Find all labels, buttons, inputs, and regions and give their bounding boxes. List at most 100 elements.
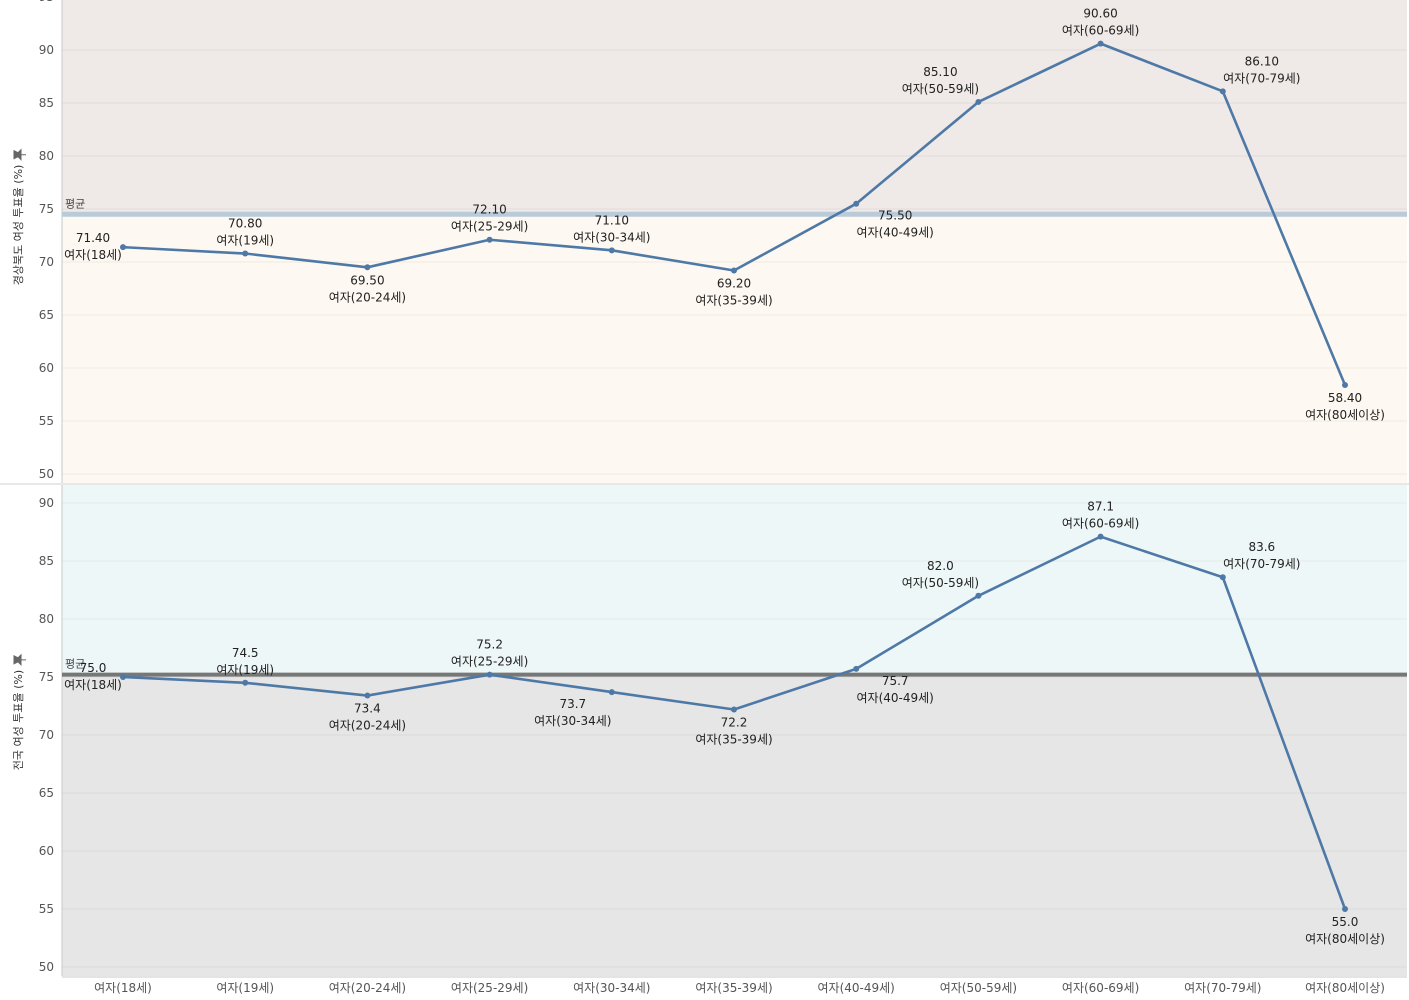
data-point	[486, 236, 493, 243]
y-tick-label: 85	[39, 554, 54, 568]
data-label-category: 여자(40-49세)	[857, 226, 934, 240]
y-tick-label: 70	[39, 255, 54, 269]
x-tick-label: 여자(20-24세)	[329, 981, 406, 995]
data-point	[608, 689, 615, 696]
x-tick-label: 여자(19세)	[216, 981, 274, 995]
data-point	[853, 665, 860, 672]
pin-icon	[13, 148, 26, 161]
data-label-category: 여자(40-49세)	[857, 691, 934, 705]
y-tick-label: 80	[39, 149, 54, 163]
data-label-category: 여자(25-29세)	[451, 655, 528, 669]
data-label-category: 여자(70-79세)	[1223, 71, 1300, 85]
x-tick-label: 여자(60-69세)	[1062, 981, 1139, 995]
pin-shape	[13, 148, 26, 161]
data-label-category: 여자(60-69세)	[1062, 24, 1139, 38]
y-tick-label: 95	[39, 0, 54, 4]
data-label-category: 여자(20-24세)	[329, 290, 406, 304]
data-point	[364, 264, 371, 271]
x-tick-label: 여자(40-49세)	[818, 981, 895, 995]
data-label-value: 71.10	[595, 213, 629, 227]
data-point	[120, 674, 126, 680]
data-label-category: 여자(25-29세)	[451, 220, 528, 234]
y-tick-label: 90	[39, 496, 54, 510]
data-point	[975, 98, 982, 105]
data-point	[975, 592, 982, 599]
data-label-category: 여자(50-59세)	[902, 576, 979, 590]
data-label-value: 73.4	[354, 702, 381, 716]
data-point	[242, 679, 249, 686]
data-label-value: 55.0	[1332, 915, 1359, 929]
data-label-value: 87.1	[1087, 500, 1114, 514]
data-label-category: 여자(19세)	[216, 234, 274, 248]
y-axis-title: 경상북도 여성 투표율 (%)	[12, 148, 26, 286]
data-label-value: 86.10	[1245, 54, 1279, 68]
data-label-value: 58.40	[1328, 391, 1362, 405]
pin-shape	[13, 653, 26, 667]
data-label-value: 71.40	[76, 231, 110, 245]
y-tick-label: 60	[39, 361, 54, 375]
data-point	[242, 250, 249, 257]
data-point	[1342, 381, 1348, 388]
chart-gyeongbuk: 50 55 60 65 70 75 80 85 90 95 평균 경상북도 여성 투표율 (%) 71.…	[12, 0, 1407, 484]
data-point	[1219, 88, 1226, 95]
data-label-category: 여자(19세)	[216, 663, 274, 677]
data-label-category: 여자(35-39세)	[695, 293, 772, 307]
data-label-value: 75.0	[80, 661, 107, 675]
data-point	[1097, 40, 1104, 47]
data-label-category: 여자(60-69세)	[1062, 517, 1139, 531]
pin-icon	[13, 653, 26, 667]
y-tick-label: 70	[39, 728, 54, 742]
data-label-value: 74.5	[232, 646, 259, 660]
data-point	[731, 706, 737, 713]
x-tick-label: 여자(18세)	[94, 981, 152, 995]
y-tick-label: 75	[39, 202, 54, 216]
data-label-category: 여자(80세이상)	[1305, 408, 1385, 422]
x-tick-label: 여자(80세이상)	[1305, 981, 1385, 995]
average-label: 평균	[65, 197, 85, 210]
data-label-value: 90.60	[1083, 7, 1117, 21]
data-label-category: 여자(50-59세)	[902, 82, 979, 96]
data-point	[486, 671, 493, 678]
data-label-value: 75.50	[878, 209, 912, 223]
x-axis: 여자(18세) 여자(19세) 여자(20-24세) 여자(25-29세) 여자(30-…	[62, 976, 1407, 995]
y-tick-label: 55	[39, 902, 54, 916]
data-point	[1219, 574, 1226, 581]
data-label-value: 75.2	[476, 638, 503, 652]
data-label-value: 72.10	[472, 203, 506, 217]
data-label-category: 여자(20-24세)	[329, 719, 406, 733]
y-tick-label: 60	[39, 844, 54, 858]
y-axis-title: 전국 여성 투표율 (%)	[12, 653, 26, 770]
y-tick-label: 85	[39, 96, 54, 110]
y-tick-label: 75	[39, 670, 54, 684]
data-label-category: 여자(70-79세)	[1223, 557, 1300, 571]
x-tick-label: 여자(50-59세)	[940, 981, 1017, 995]
data-label-value: 69.20	[717, 276, 751, 290]
y-tick-label: 55	[39, 414, 54, 428]
y-tick-label: 65	[39, 308, 54, 322]
y-tick-label: 65	[39, 786, 54, 800]
band-below-average	[62, 674, 1407, 976]
data-point	[608, 247, 615, 254]
data-label-value: 73.7	[559, 697, 586, 711]
x-tick-label: 여자(25-29세)	[451, 981, 528, 995]
data-point	[1097, 533, 1104, 540]
data-label-value: 70.80	[228, 217, 262, 231]
data-label-category: 여자(18세)	[64, 678, 122, 692]
y-axis-label: 경상북도 여성 투표율 (%)	[12, 165, 25, 286]
data-point	[1342, 906, 1348, 912]
x-tick-label: 여자(70-79세)	[1184, 981, 1261, 995]
y-axis-label: 전국 여성 투표율 (%)	[12, 670, 25, 770]
data-label-value: 75.7	[882, 674, 909, 688]
x-tick-label: 여자(35-39세)	[695, 981, 772, 995]
average-label: 평균	[65, 658, 85, 671]
data-label-category: 여자(80세이상)	[1305, 932, 1385, 946]
band-above-average	[62, 485, 1407, 675]
y-tick-label: 80	[39, 612, 54, 626]
x-tick-label: 여자(30-34세)	[573, 981, 650, 995]
data-point	[853, 200, 860, 207]
y-tick-label: 50	[39, 467, 54, 481]
data-label-value: 72.2	[721, 715, 748, 729]
data-label-value: 82.0	[927, 559, 954, 573]
